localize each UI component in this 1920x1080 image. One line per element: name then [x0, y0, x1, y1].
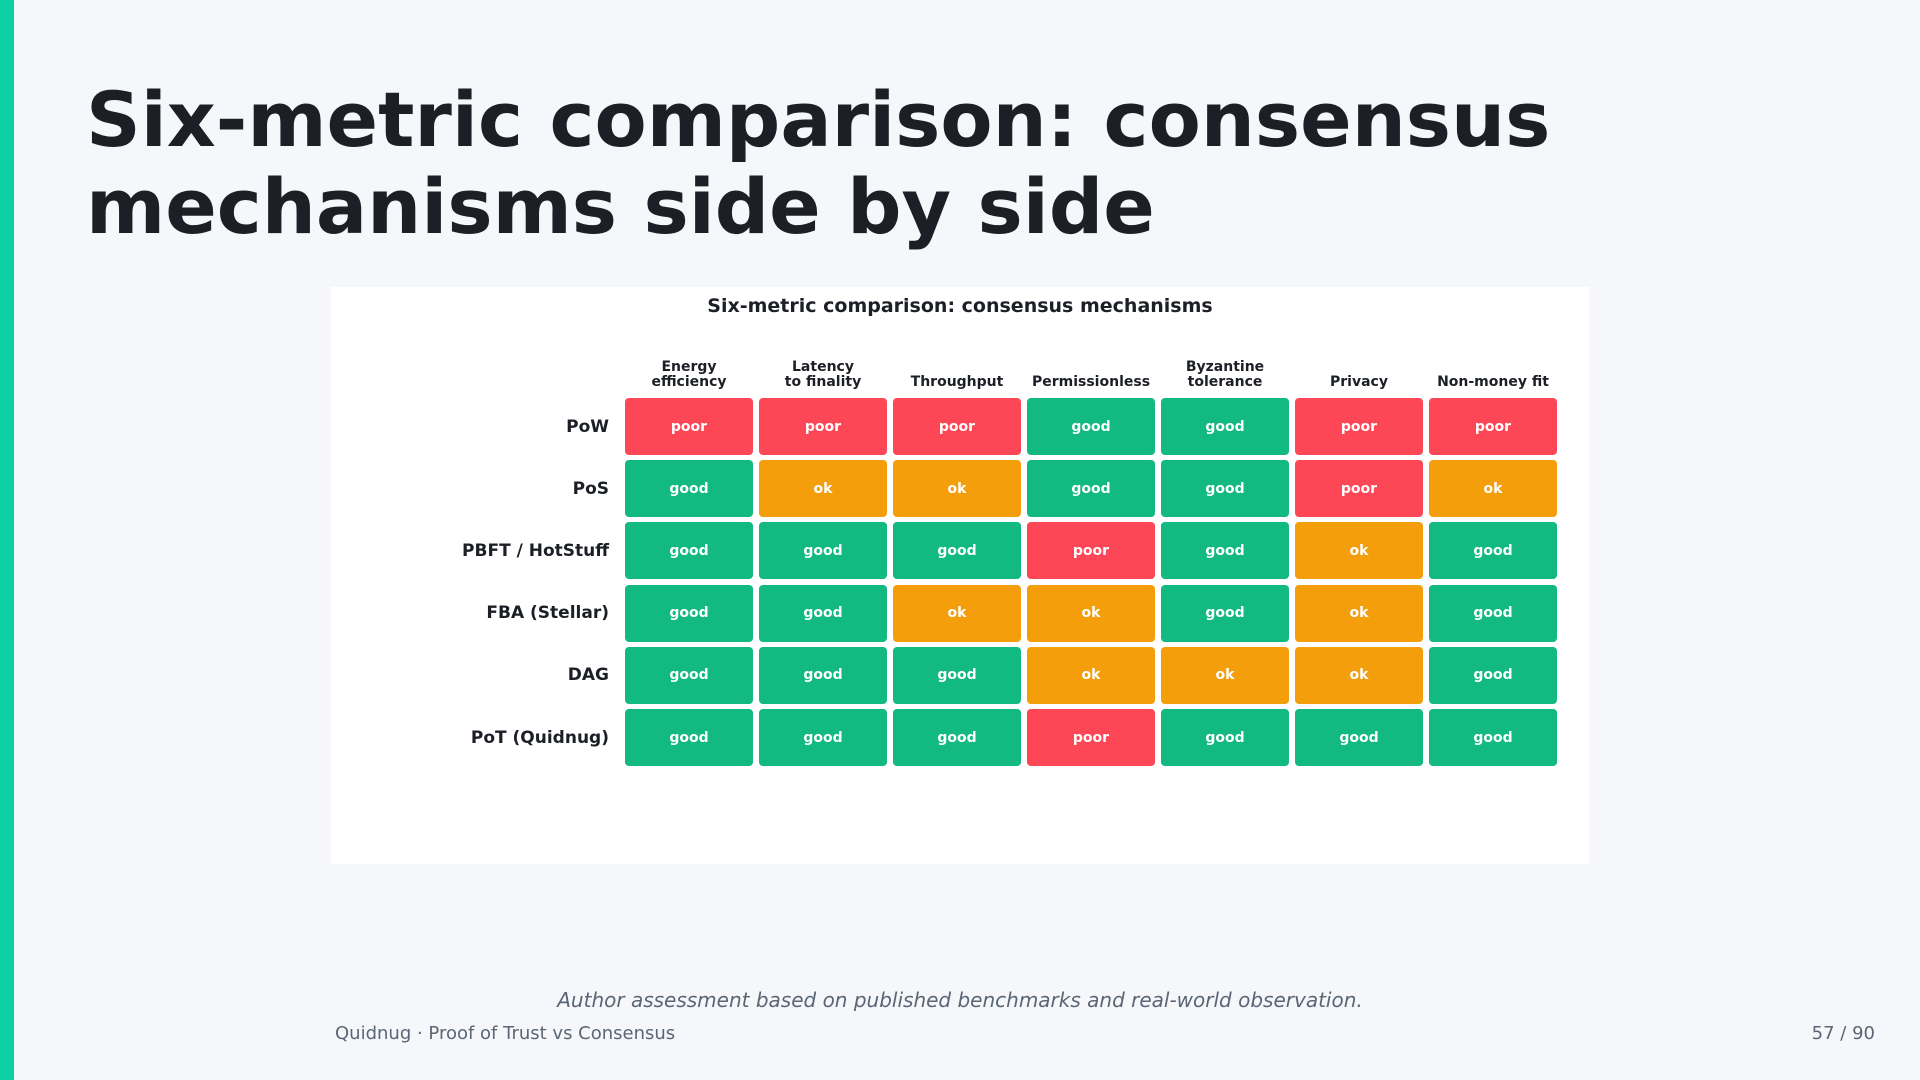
heatmap-cell: poor — [1027, 709, 1155, 766]
row-label: PBFT / HotStuff — [462, 540, 609, 561]
heatmap-cell: ok — [1295, 522, 1423, 580]
heatmap-cell: good — [759, 522, 887, 580]
slide-title: Six-metric comparison: consensus mechani… — [86, 75, 1551, 251]
heatmap-cell: good — [625, 522, 753, 580]
column-header: Energy efficiency — [625, 346, 753, 390]
heatmap-cell: ok — [1161, 646, 1289, 704]
heatmap-cell: good — [1429, 646, 1557, 704]
chart-title: Six-metric comparison: consensus mechani… — [707, 295, 1213, 317]
heatmap-cell: good — [625, 709, 753, 766]
heatmap-cell: poor — [1027, 522, 1155, 580]
heatmap-cell: good — [893, 709, 1021, 766]
heatmap-cell: ok — [1429, 460, 1557, 518]
heatmap-cell: good — [759, 646, 887, 704]
heatmap-cell: poor — [893, 398, 1021, 455]
row-label: PoW — [566, 416, 609, 437]
heatmap-cell: poor — [625, 398, 753, 455]
heatmap-cell: good — [1295, 709, 1423, 766]
footer-deck-title: Quidnug · Proof of Trust vs Consensus — [335, 1023, 676, 1044]
column-header: Privacy — [1295, 346, 1423, 390]
heatmap-cell: ok — [1027, 646, 1155, 704]
heatmap-cell: good — [1161, 460, 1289, 518]
heatmap-cell: ok — [759, 460, 887, 518]
column-header-line: tolerance — [1187, 374, 1263, 390]
heatmap-cell: good — [759, 584, 887, 642]
column-header-line: Energy — [661, 359, 717, 375]
heatmap-cell: ok — [1295, 646, 1423, 704]
heatmap-cell: good — [759, 709, 887, 766]
heatmap-cell: good — [1161, 522, 1289, 580]
heatmap-cell: ok — [1295, 584, 1423, 642]
column-header: Latency to finality — [759, 346, 887, 390]
heatmap-cell: good — [1161, 398, 1289, 455]
column-header-line: efficiency — [651, 374, 727, 390]
row-label: DAG — [567, 665, 609, 686]
accent-bar — [0, 0, 14, 1080]
heatmap-cell: poor — [1295, 398, 1423, 455]
heatmap-cell: good — [625, 584, 753, 642]
row-label: FBA (Stellar) — [486, 603, 609, 624]
heatmap-cell: poor — [759, 398, 887, 455]
column-header-line: Byzantine — [1185, 359, 1265, 375]
heatmap-cell: poor — [1429, 398, 1557, 455]
footnote: Author assessment based on published ben… — [557, 988, 1363, 1012]
column-header: Byzantine tolerance — [1161, 346, 1289, 390]
column-header: Permissionless — [1027, 346, 1155, 390]
column-header-line: Latency — [792, 359, 854, 375]
heatmap-cell: good — [893, 522, 1021, 580]
column-header: Non-money fit — [1429, 346, 1557, 390]
heatmap-cell: good — [1027, 460, 1155, 518]
column-header-line: Privacy — [1330, 374, 1388, 390]
heatmap-cell: good — [1161, 709, 1289, 766]
column-header-line: to finality — [784, 374, 862, 390]
row-label: PoT (Quidnug) — [470, 727, 609, 748]
heatmap-cell: good — [625, 460, 753, 518]
heatmap-cell: good — [1429, 584, 1557, 642]
heatmap-cell: ok — [1027, 584, 1155, 642]
heatmap-cell: ok — [893, 584, 1021, 642]
chart-panel: Six-metric comparison: consensus mechani… — [331, 287, 1589, 864]
heatmap-cell: good — [1429, 522, 1557, 580]
heatmap-cell: good — [1429, 709, 1557, 766]
heatmap-cell: poor — [1295, 460, 1423, 518]
heatmap-cell: good — [625, 646, 753, 704]
page-number: 57 / 90 — [1811, 1023, 1875, 1044]
heatmap-cell: good — [1027, 398, 1155, 455]
heatmap-cell: ok — [893, 460, 1021, 518]
column-header-line: Permissionless — [1031, 374, 1151, 390]
column-header-line: Throughput — [910, 374, 1004, 390]
column-header: Throughput — [893, 346, 1021, 390]
column-header-line: Non-money fit — [1437, 374, 1549, 390]
row-label: PoS — [572, 478, 609, 499]
heatmap-cell: good — [893, 646, 1021, 704]
heatmap-cell: good — [1161, 584, 1289, 642]
